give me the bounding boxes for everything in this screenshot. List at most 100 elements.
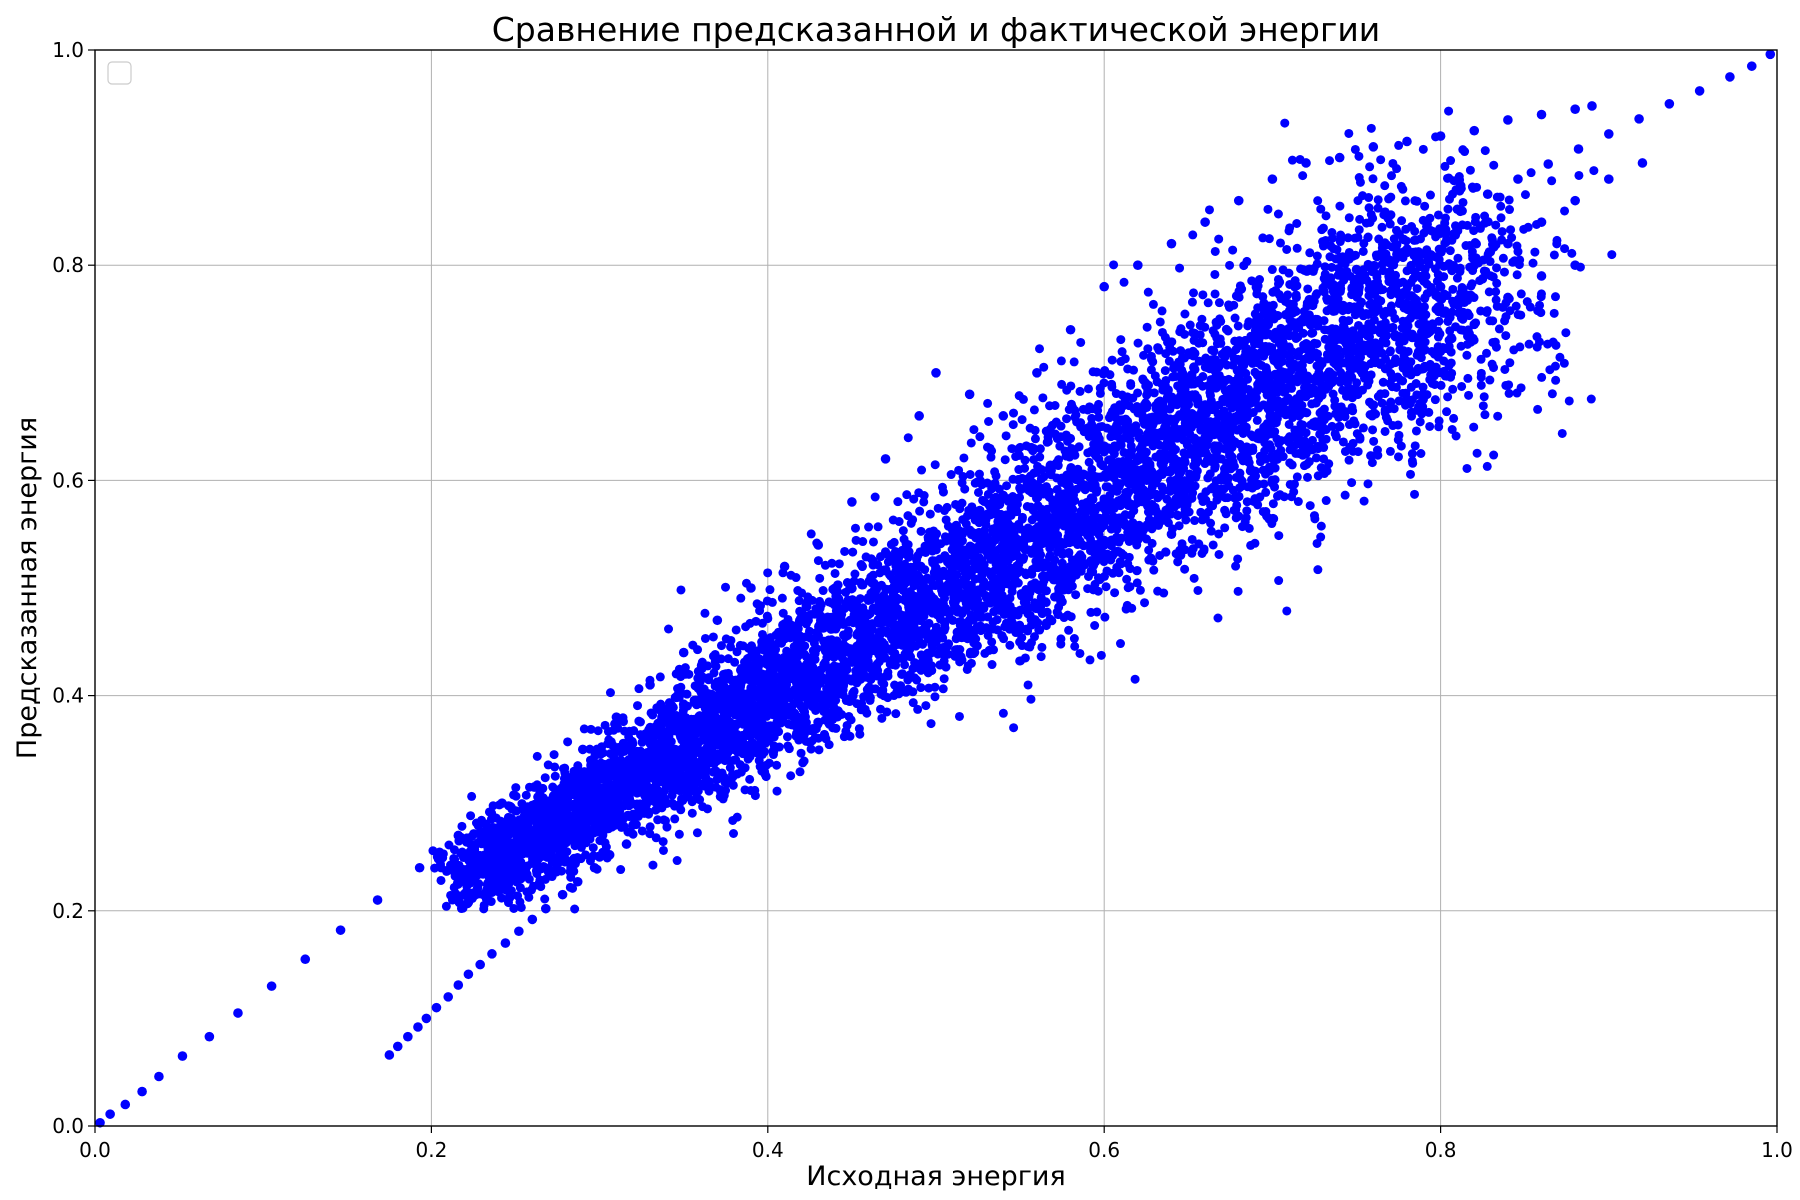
data-point [1273,209,1283,219]
data-point [1035,444,1045,454]
data-point [1385,446,1395,456]
data-point [637,737,647,747]
data-point [1484,287,1494,297]
data-point [834,559,844,569]
data-point [1446,347,1456,357]
data-point [1233,321,1243,331]
data-point [532,751,542,761]
data-point [1509,345,1519,355]
data-point [763,568,773,578]
data-point [1071,590,1081,600]
data-point [1567,248,1577,258]
data-point [1258,233,1268,243]
data-point [1469,422,1479,432]
data-point [1318,237,1328,247]
data-point [1537,372,1547,382]
data-point [1547,176,1557,186]
data-point [1272,491,1282,501]
data-point [1499,267,1509,277]
data-point [900,660,910,670]
data-point [919,491,929,501]
data-point [565,867,575,877]
data-point [1229,300,1239,310]
data-point [1405,399,1415,409]
data-point [1282,244,1292,254]
data-point [1036,652,1046,662]
data-point [1284,268,1294,278]
data-point [902,490,912,500]
data-point [924,683,934,693]
data-point [925,509,935,519]
data-point [908,515,918,525]
data-point [1452,226,1462,236]
data-point [1313,321,1323,331]
data-point [721,582,731,592]
data-point [1308,328,1318,338]
data-point [736,593,746,603]
data-point [1332,245,1342,255]
data-point [1373,195,1383,205]
data-point [1358,423,1368,433]
data-point [1154,345,1164,355]
data-point [984,624,994,634]
data-point [1223,326,1233,336]
data-point [605,688,615,698]
data-point [1456,341,1466,351]
data-point [1148,299,1158,309]
data-point [1533,404,1543,414]
data-point [1504,195,1514,205]
data-point [1373,392,1383,402]
data-point [1485,256,1495,266]
data-point [1369,436,1379,446]
data-point [693,645,703,655]
data-point [517,799,527,809]
data-point [987,446,997,456]
data-point [732,812,742,822]
data-point [1135,585,1145,595]
data-point [1030,434,1040,444]
data-point [1333,263,1343,273]
data-point [1083,584,1093,594]
chart-title: Сравнение предсказанной и фактической эн… [492,10,1381,49]
data-point [1271,286,1281,296]
data-point [1549,308,1559,318]
data-point [1364,193,1374,203]
data-point [1505,358,1515,368]
data-point [672,856,682,866]
data-point [1214,234,1224,244]
data-point [1039,362,1049,372]
data-point [938,487,948,497]
data-point [1015,442,1025,452]
data-point [777,593,787,603]
data-point [1344,455,1354,465]
data-point [973,487,983,497]
data-point [1252,289,1262,299]
data-point [1365,162,1375,172]
data-point [1574,170,1584,180]
data-point [680,663,690,673]
data-point [1188,328,1198,338]
data-point [915,506,925,516]
data-point [1479,392,1489,402]
data-point [1380,181,1390,191]
data-point [1064,625,1074,635]
data-point [1463,373,1473,383]
data-point [1187,534,1197,544]
data-point [674,829,684,839]
data-point [1394,396,1404,406]
data-point [646,708,656,718]
data-point [1489,450,1499,460]
data-point [1327,262,1337,272]
data-point [1363,479,1373,489]
data-point [850,523,860,533]
data-point [1242,256,1252,266]
data-point [1411,426,1421,436]
data-point [563,737,573,747]
data-point [730,657,740,667]
data-point [1365,300,1375,310]
data-point [1327,228,1337,238]
data-point [1446,372,1456,382]
data-point [1432,305,1442,315]
data-point [1043,437,1053,447]
data-point [1444,106,1454,116]
